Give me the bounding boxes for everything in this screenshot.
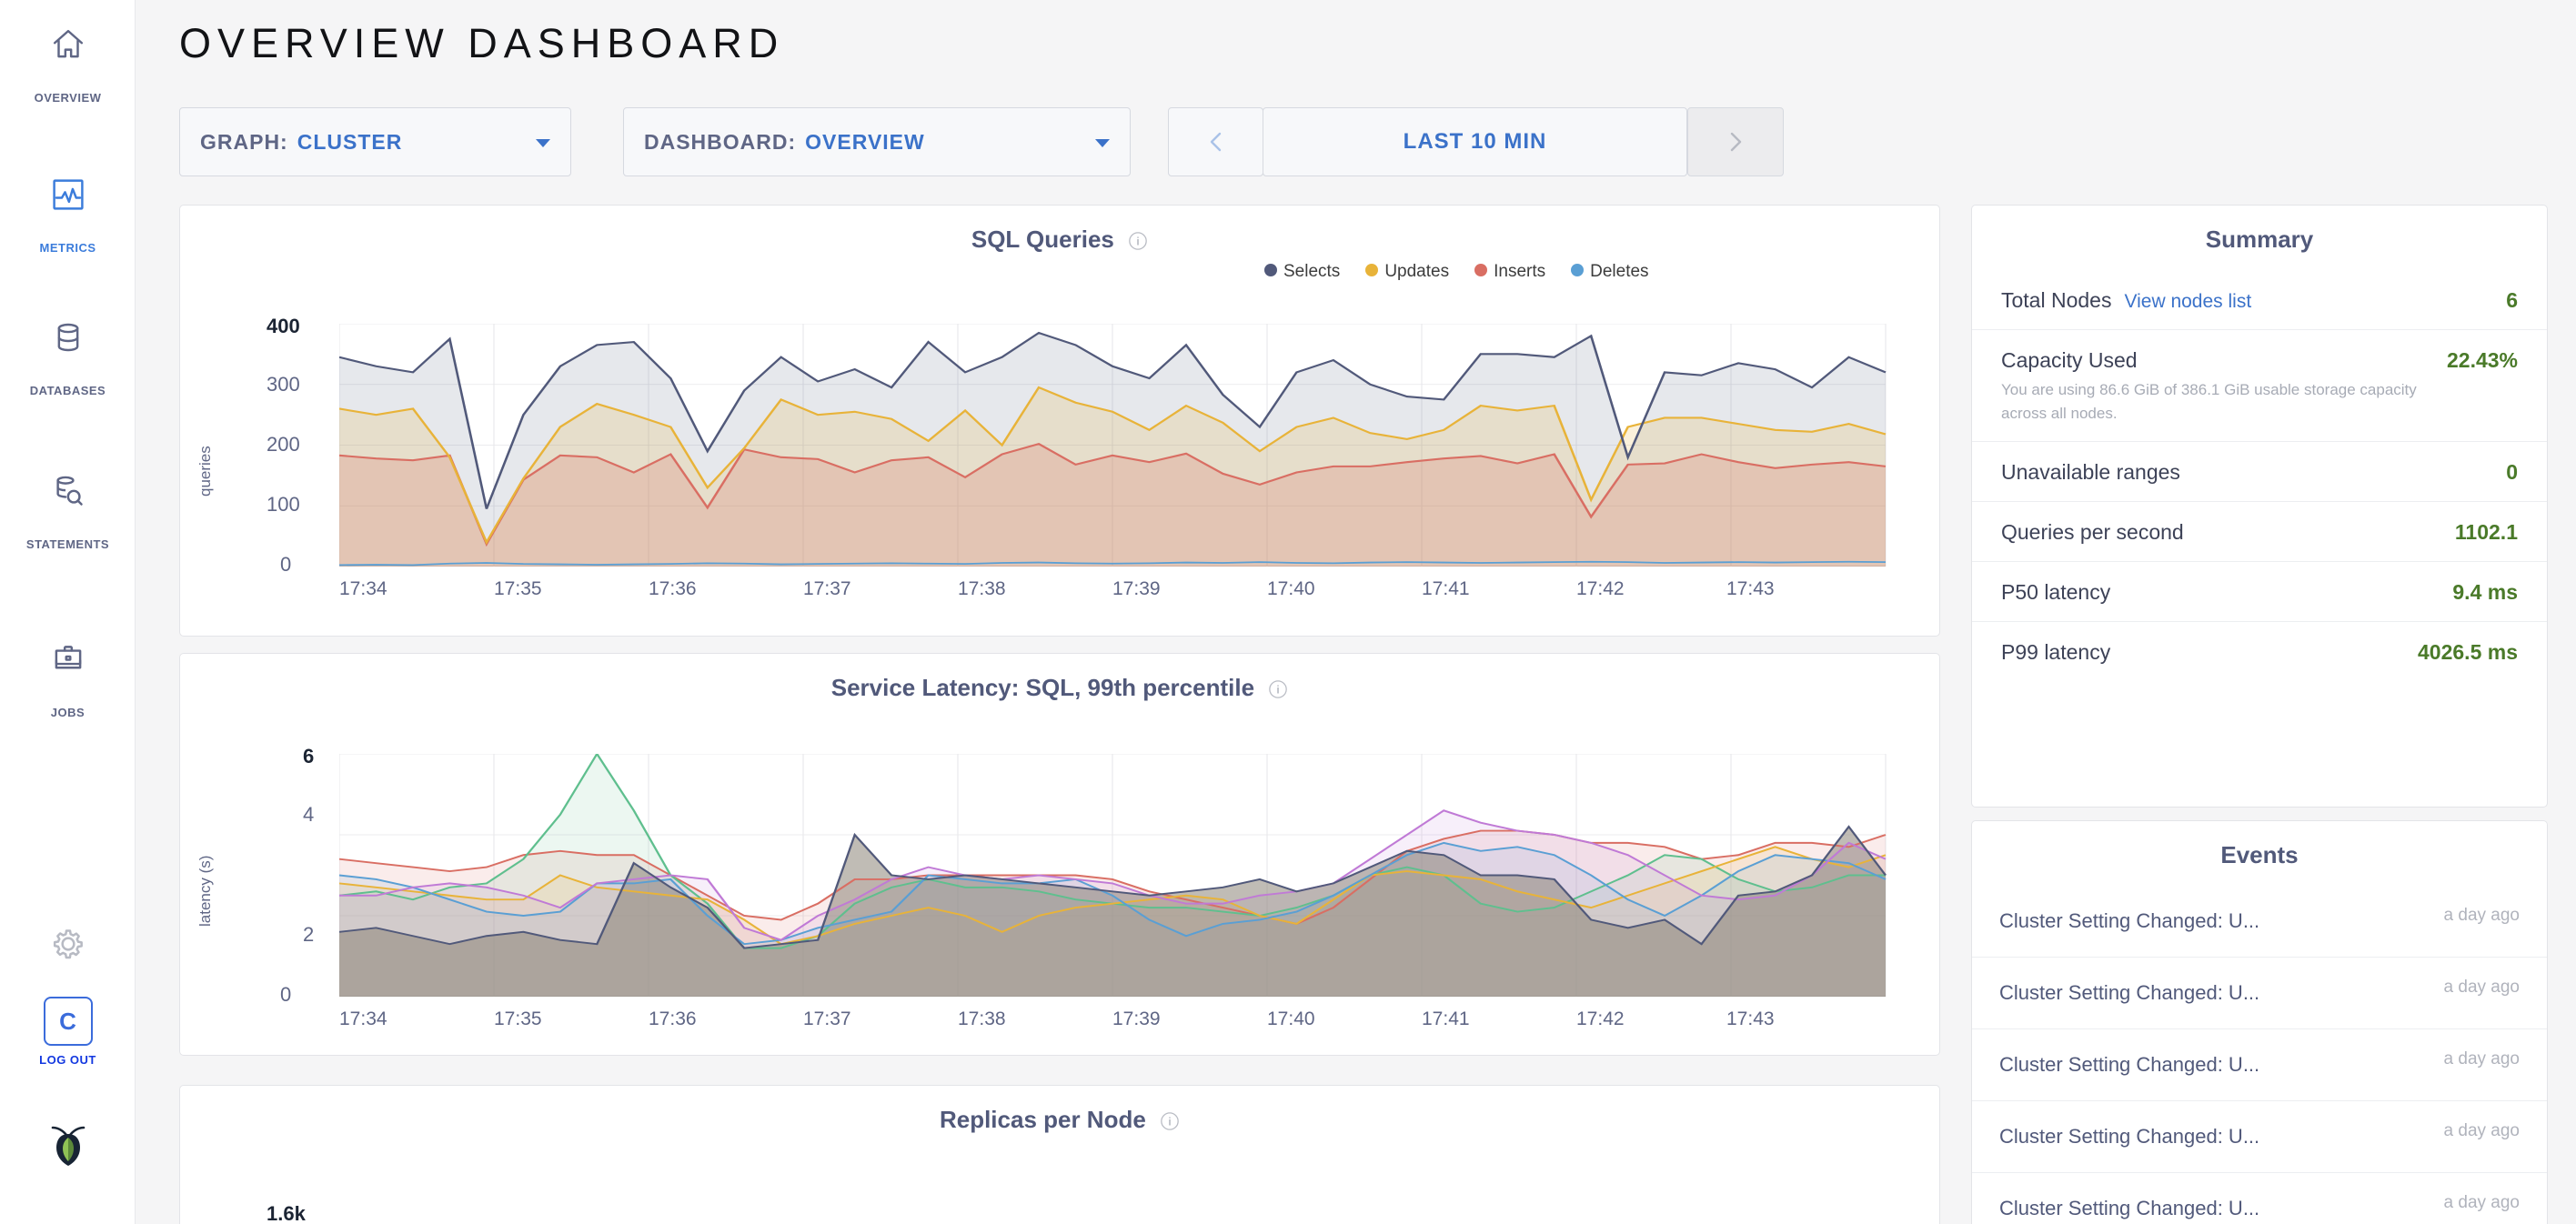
svg-text:i: i — [1136, 236, 1139, 248]
svg-text:i: i — [1168, 1116, 1171, 1129]
svg-text:i: i — [1277, 684, 1280, 697]
